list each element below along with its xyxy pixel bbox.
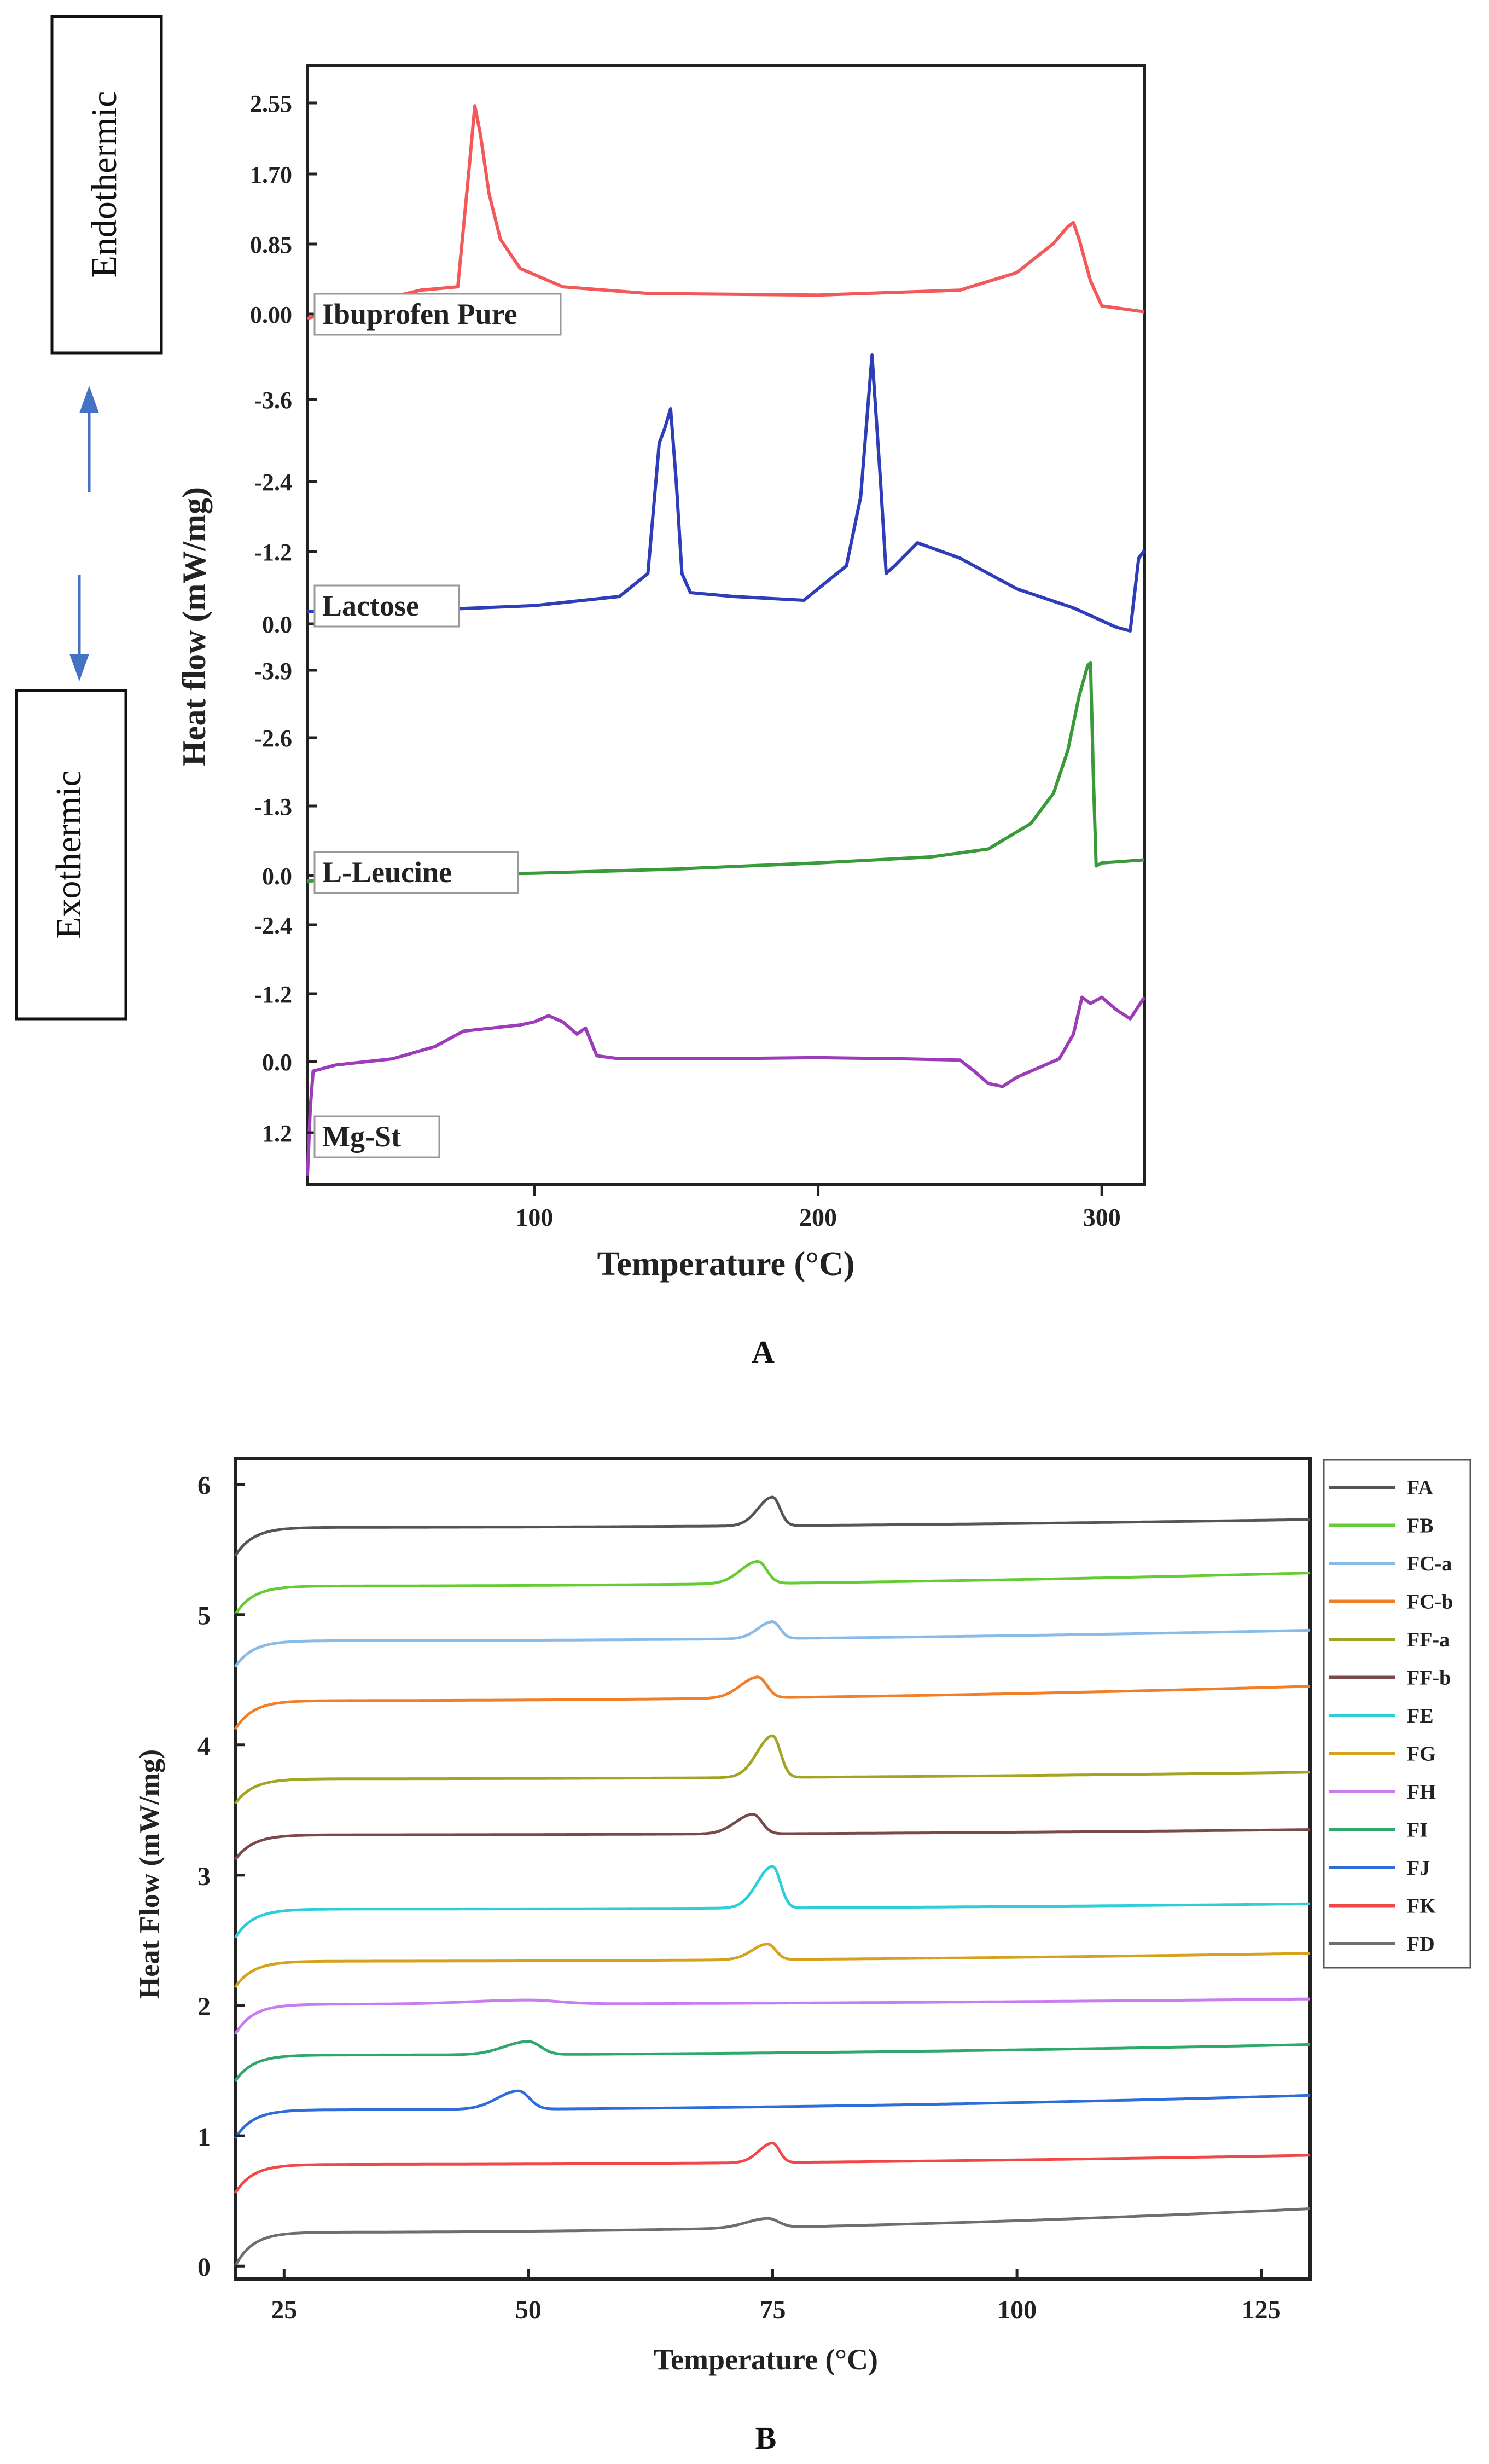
curve-mg-st — [306, 995, 1146, 1176]
y-tick-label: 0.00 — [250, 302, 292, 328]
panel-a-x-axis-title: Temperature (°C) — [597, 1245, 855, 1283]
series-label-box — [313, 851, 519, 894]
legend-label-fh: FH — [1407, 1781, 1436, 1804]
x-tick-label: 100 — [515, 1203, 553, 1231]
curve-fc-b — [234, 1675, 1311, 1730]
x-tick-label: 200 — [799, 1203, 837, 1231]
y-tick-label: 6 — [197, 1471, 211, 1500]
curve-fk — [234, 2141, 1311, 2194]
y-tick-label: -2.4 — [254, 469, 292, 496]
panel-b-x-ticks: 25 50 75 100 125 — [271, 2269, 1281, 2324]
panel-a-x-ticks: 100 200 300 — [515, 1185, 1121, 1231]
x-tick-label: 25 — [271, 2295, 297, 2324]
y-tick-label: 1 — [197, 2123, 211, 2152]
curve-lactose — [307, 353, 1146, 633]
curve-fd — [234, 2207, 1311, 2267]
curve-fc-a — [234, 1620, 1311, 1668]
panel-a-letter: A — [752, 1334, 775, 1370]
legend-label-fj: FJ — [1407, 1857, 1430, 1880]
y-tick-label: -3.9 — [254, 658, 292, 685]
curve-fe — [234, 1865, 1310, 1939]
legend-label-fi: FI — [1407, 1819, 1428, 1842]
legend-label-fg: FG — [1407, 1743, 1436, 1766]
panel-b: 0 1 2 3 4 5 6 25 50 75 100 125 FA FB FC-a FC-b FF-a FF-… — [134, 1457, 1471, 2456]
series-label-box — [313, 1115, 440, 1158]
x-tick-label: 300 — [1083, 1203, 1121, 1231]
legend-label-fk: FK — [1407, 1895, 1436, 1918]
curve-fg — [234, 1943, 1310, 1988]
y-tick-label: 4 — [197, 1732, 211, 1761]
panel-b-letter: B — [755, 2420, 777, 2456]
curve-fb — [234, 1559, 1311, 1616]
panel-a-series-labels: Ibuprofen Pure Lactose L-Leucine Mg-St — [313, 293, 562, 1158]
panel-b-x-axis-title: Temperature (°C) — [654, 2343, 878, 2376]
exothermic-label: Exothermic — [49, 770, 89, 939]
legend-label-ff-b: FF-b — [1407, 1667, 1451, 1690]
curve-ff-b — [234, 1813, 1310, 1860]
y-tick-label: 1.70 — [250, 161, 292, 188]
down-arrow-head — [69, 654, 89, 681]
legend-label-fa: FA — [1407, 1476, 1433, 1499]
y-tick-label: -3.6 — [254, 387, 292, 414]
exothermic-box — [15, 689, 127, 1021]
legend-label-fc-b: FC-b — [1407, 1591, 1453, 1614]
y-tick-label: 0.0 — [262, 1049, 292, 1076]
series-label-ibuprofen-pure: Ibuprofen Pure — [322, 298, 517, 331]
y-tick-label: 1.2 — [262, 1120, 292, 1147]
legend-label-fd: FD — [1407, 1933, 1435, 1956]
legend-label-fb: FB — [1407, 1515, 1434, 1538]
panel-b-plot-frame — [234, 1457, 1312, 2281]
y-tick-label: 2.55 — [250, 90, 292, 117]
curve-fa — [234, 1495, 1311, 1557]
legend-label-fe: FE — [1407, 1704, 1434, 1727]
y-tick-label: 5 — [197, 1602, 211, 1631]
x-tick-label: 125 — [1242, 2295, 1281, 2324]
up-arrow-head — [79, 386, 99, 413]
curve-fj — [234, 2089, 1311, 2140]
y-tick-label: -2.6 — [254, 725, 292, 752]
curve-ibuprofen-pure — [307, 104, 1145, 320]
endothermic-box — [50, 15, 163, 355]
x-tick-label: 50 — [515, 2295, 542, 2324]
panel-b-y-ticks: 0 1 2 3 4 5 6 — [197, 1471, 245, 2282]
direction-arrows — [69, 386, 99, 681]
x-tick-label: 75 — [760, 2295, 786, 2324]
y-tick-label: 2 — [197, 1992, 211, 2021]
series-label-l-leucine: L-Leucine — [322, 856, 452, 889]
y-tick-label: 0.85 — [250, 231, 292, 258]
panel-a: Endothermic Exothermic 2.55 1.70 0.85 0.00 -… — [15, 15, 1146, 1370]
endothermic-label: Endothermic — [84, 91, 124, 278]
x-tick-label: 100 — [997, 2295, 1037, 2324]
panel-b-curves — [234, 1495, 1311, 2267]
curve-fh — [234, 1997, 1310, 2035]
panel-a-y-ticks: 2.55 1.70 0.85 0.00 -3.6 -2.4 -1.2 0.0 -3.9 -2.6 -… — [250, 90, 317, 1147]
y-tick-label: 0.0 — [262, 611, 292, 638]
legend-label-ff-a: FF-a — [1407, 1628, 1450, 1651]
y-tick-label: -2.4 — [254, 912, 292, 939]
series-label-lactose: Lactose — [322, 589, 419, 622]
series-label-box — [313, 584, 460, 628]
curve-ff-a — [234, 1734, 1311, 1805]
series-label-mg-st: Mg-St — [322, 1120, 401, 1153]
legend-label-fc-a: FC-a — [1407, 1552, 1452, 1575]
y-tick-label: -1.2 — [254, 981, 292, 1008]
series-label-box — [313, 293, 562, 336]
curve-l-leucine — [307, 660, 1145, 883]
panel-a-curves — [306, 104, 1146, 1176]
y-tick-label: 0.0 — [262, 863, 292, 890]
y-tick-label: -1.2 — [254, 539, 292, 566]
legend: FA FB FC-a FC-b FF-a FF-b FE FG FH FI FJ FK FD — [1329, 1476, 1453, 1956]
y-tick-label: 0 — [197, 2253, 211, 2282]
panel-b-y-axis-title: Heat Flow (mW/mg) — [134, 1749, 165, 1999]
curve-fi — [234, 2040, 1311, 2082]
y-tick-label: -1.3 — [254, 793, 292, 820]
y-tick-label: 3 — [197, 1862, 211, 1891]
panel-a-y-axis-title: Heat flow (mW/mg) — [176, 487, 212, 766]
